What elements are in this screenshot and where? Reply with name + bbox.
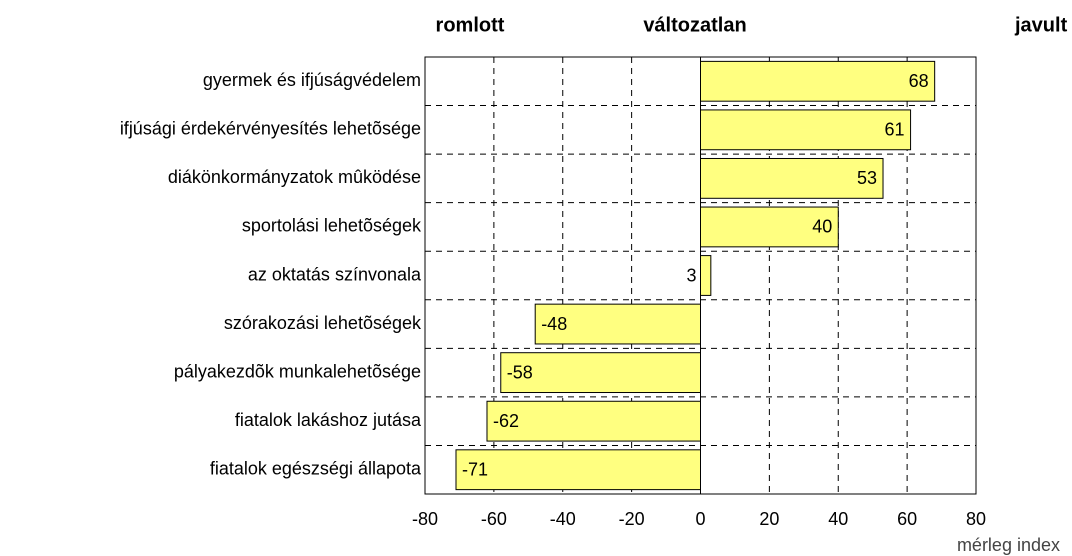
x-tick-label: 40 xyxy=(828,509,848,529)
value-label: 61 xyxy=(885,120,905,140)
x-tick-label: 80 xyxy=(966,509,986,529)
category-label: fiatalok lakáshoz jutása xyxy=(235,410,422,430)
value-label: -58 xyxy=(507,362,533,382)
category-label: pályakezdõk munkalehetõsége xyxy=(174,361,421,381)
bar xyxy=(500,352,702,394)
x-tick-label: 20 xyxy=(759,509,779,529)
value-label: 68 xyxy=(909,71,929,91)
x-axis-label: mérleg index xyxy=(957,535,1060,555)
plot-frame xyxy=(424,56,977,495)
category-label: az oktatás színvonala xyxy=(248,264,422,284)
bar xyxy=(700,206,839,248)
category-label: gyermek és ifjúságvédelem xyxy=(203,70,421,90)
x-tick-label: 0 xyxy=(695,509,705,529)
category-label: szórakozási lehetõségek xyxy=(224,313,422,333)
value-label: -48 xyxy=(541,314,567,334)
bar xyxy=(700,255,712,296)
value-label: -62 xyxy=(493,411,519,431)
bar xyxy=(486,400,701,442)
bar xyxy=(700,157,884,199)
x-tick-label: -80 xyxy=(412,509,438,529)
x-tick-label: -20 xyxy=(619,509,645,529)
value-label: 3 xyxy=(686,265,696,285)
category-label: fiatalok egészségi állapota xyxy=(210,458,422,478)
bar xyxy=(534,303,702,345)
value-label: 53 xyxy=(857,168,877,188)
column-header: változatlan xyxy=(643,14,746,36)
x-tick-label: 60 xyxy=(897,509,917,529)
value-label: -71 xyxy=(462,459,488,479)
column-header: romlott xyxy=(436,14,505,36)
category-label: ifjúsági érdekérvényesítés lehetõsége xyxy=(120,119,421,139)
bar xyxy=(700,109,912,151)
value-label: 40 xyxy=(812,217,832,237)
x-tick-label: -40 xyxy=(550,509,576,529)
category-label: diákönkormányzatok mûködése xyxy=(168,167,421,187)
x-tick-label: -60 xyxy=(481,509,507,529)
bar xyxy=(455,449,701,491)
bar xyxy=(700,60,936,102)
column-header: javult xyxy=(1014,14,1068,36)
category-label: sportolási lehetõségek xyxy=(242,216,422,236)
